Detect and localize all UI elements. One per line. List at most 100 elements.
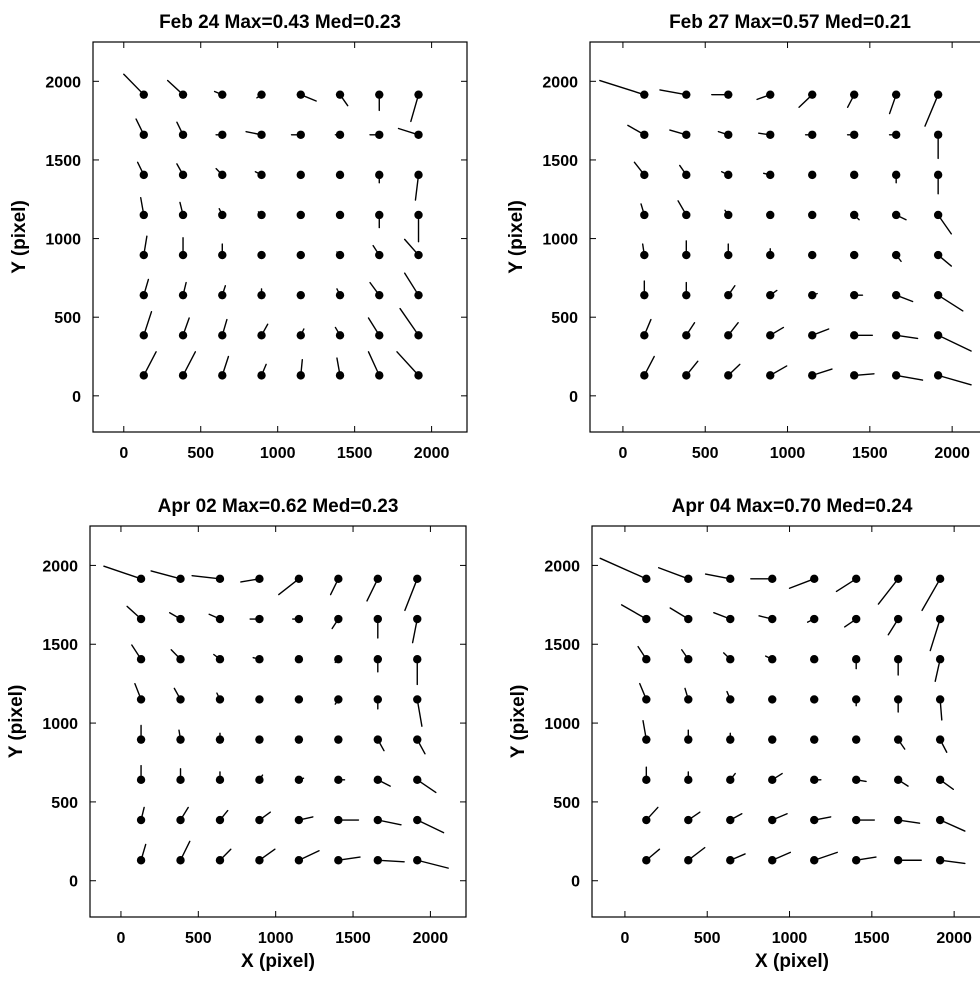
grid-point [178,170,188,180]
grid-point [933,170,943,180]
grid-point [933,250,943,260]
grid-point [768,775,777,785]
displacement-vector [414,174,420,201]
grid-point [642,735,651,744]
grid-point [215,614,225,624]
grid-point [375,331,384,340]
grid-point [684,574,693,584]
grid-point [726,695,735,704]
grid-point [768,735,777,744]
grid-point [851,574,861,584]
grid-point [255,815,264,825]
grid-point [335,130,345,139]
grid-point [414,371,423,380]
grid-point [851,614,861,624]
grid-point [414,331,423,340]
grid-point [375,170,384,180]
plot-frame [589,41,980,433]
grid-point [215,695,225,704]
grid-point [255,695,264,704]
y-tick-label: 2000 [544,558,580,575]
y-axis-label: Y (pixel) [9,200,30,274]
x-tick-label: 1500 [337,445,373,462]
y-tick-label: 0 [569,389,578,406]
grid-point [849,130,859,139]
grid-point [849,210,859,220]
grid-point [413,815,422,825]
chart-panel-1: Feb 24 Max=0.43 Med=0.23 0 500 1000 1500 2000… [9,12,468,462]
grid-point [726,574,735,584]
grid-point [413,655,422,664]
grid-point [684,614,693,624]
grid-point [724,130,733,139]
grid-point [768,815,777,825]
x-tick-label: 0 [119,445,128,462]
grid-point [136,815,146,825]
grid-point [726,775,735,785]
grid-point [849,90,859,99]
grid-point [640,170,649,180]
grid-point [215,574,225,584]
x-tick-label: 1000 [258,930,294,947]
grid-point [810,735,819,744]
plot-frame [89,525,467,918]
grid-point [215,735,225,744]
grid-point [218,290,227,300]
grid-point [139,210,148,220]
grid-point [849,250,859,260]
y-tick-label: 1000 [42,716,78,733]
grid-point [215,815,225,825]
y-tick-label: 1000 [544,716,580,733]
grid-point [810,655,819,664]
grid-point [682,331,691,340]
grid-point [373,856,383,865]
grid-point [933,331,943,340]
grid-point [640,371,649,380]
x-tick-label: 0 [618,445,627,462]
y-tick-label: 500 [54,310,81,327]
grid-point [933,371,943,380]
grid-point [413,856,422,865]
grid-point [373,574,383,584]
displacement-vector [410,93,420,123]
grid-point [176,735,185,744]
grid-point [136,775,146,785]
grid-point [139,371,148,380]
y-tick-label: 500 [553,795,580,812]
displacement-vector [659,89,687,96]
displacement-vector [929,618,941,652]
y-tick-label: 500 [551,310,578,327]
grid-point [766,90,775,99]
grid-point [724,371,733,380]
grid-point [851,775,861,785]
displacement-vector [416,698,423,727]
grid-point [891,371,901,380]
grid-point [176,856,185,865]
panel-title: Feb 27 Max=0.57 Med=0.21 [669,12,911,33]
grid-point [139,170,148,180]
panel-title: Apr 04 Max=0.70 Med=0.24 [672,496,913,517]
displacement-vector [182,351,197,377]
grid-point [808,90,817,99]
x-tick-label: 500 [692,445,719,462]
grid-point [810,775,819,785]
grid-point [935,856,945,865]
grid-point [726,815,735,825]
grid-point [933,210,943,220]
grid-point [255,614,264,624]
displacement-vector [403,272,420,296]
grid-point [684,775,693,785]
y-tick-label: 0 [72,389,81,406]
grid-point [294,775,304,785]
x-tick-label: 500 [187,445,214,462]
x-axis-label: X (pixel) [241,951,315,972]
grid-point [682,250,691,260]
displacement-vector [191,574,221,580]
grid-point [768,695,777,704]
grid-point [642,856,651,865]
grid-point [933,130,943,139]
grid-point [335,331,345,340]
grid-point [136,614,146,624]
grid-point [684,815,693,825]
displacement-vector [123,73,145,96]
